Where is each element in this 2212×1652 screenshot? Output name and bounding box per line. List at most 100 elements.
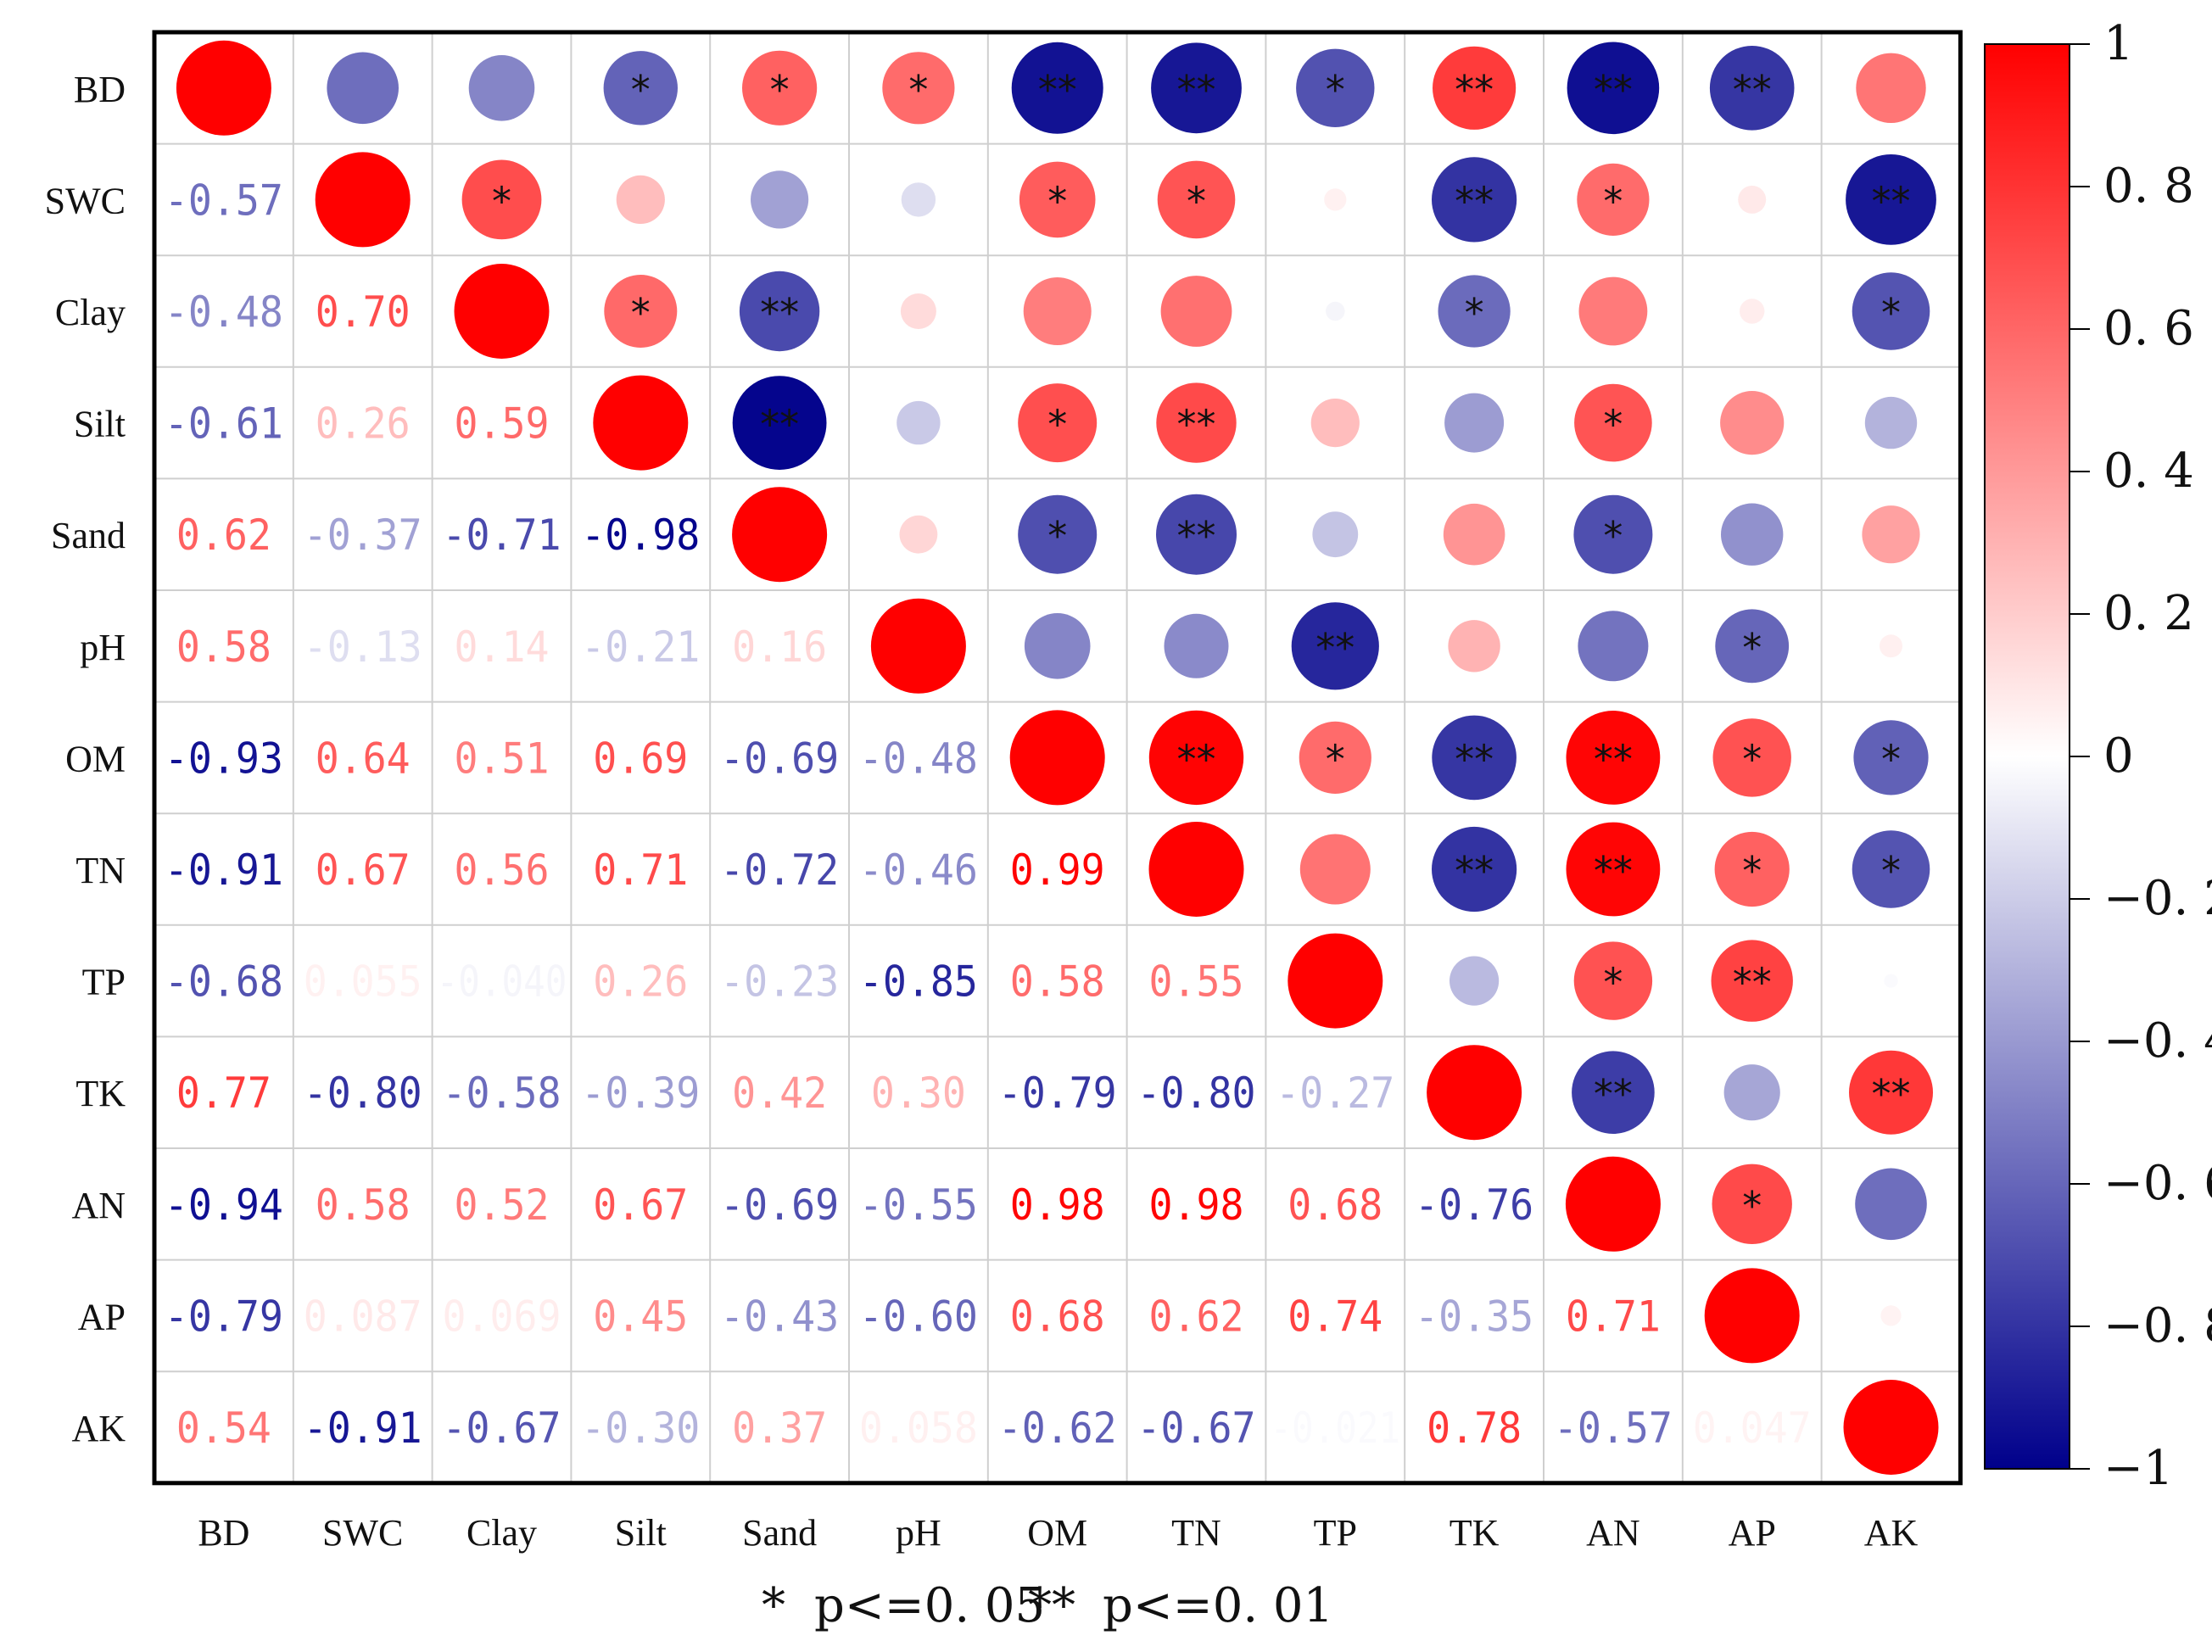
corr-circle-TN-AK: [1852, 830, 1930, 908]
corr-circle-TN-AP: [1714, 831, 1790, 907]
corr-value-OM-SWC: 0.64: [316, 734, 411, 783]
corr-circle-Silt-pH: [897, 400, 941, 445]
corr-value-pH-BD: 0.58: [176, 622, 271, 672]
corr-value-AP-SWC: 0.087: [304, 1292, 422, 1341]
row-label-AP: AP: [78, 1296, 126, 1337]
corr-value-AK-pH: 0.058: [859, 1404, 978, 1453]
corr-value-AK-TK: 0.78: [1427, 1404, 1522, 1453]
corr-value-AK-TN: -0.67: [1137, 1404, 1256, 1453]
corr-circle-Clay-Silt: [604, 275, 678, 348]
colorbar-tick-label: 0. 6: [2103, 301, 2194, 356]
corr-value-AN-TK: -0.76: [1415, 1180, 1533, 1230]
legend-p05-marker: *: [762, 1578, 785, 1633]
col-label-AP: AP: [1729, 1512, 1776, 1554]
corr-value-TP-Silt: 0.26: [593, 957, 688, 1007]
legend-p01-marker: **: [1028, 1578, 1075, 1633]
corr-circle-SWC-TN: [1157, 160, 1236, 239]
corr-circle-TK-AP: [1723, 1064, 1780, 1121]
corr-value-TK-BD: 0.77: [176, 1069, 271, 1118]
corr-value-AP-Sand: -0.43: [720, 1292, 839, 1341]
corr-value-AP-TK: -0.35: [1415, 1292, 1533, 1341]
corr-circle-Clay-AN: [1578, 276, 1648, 346]
corr-circle-Clay-AK: [1852, 272, 1930, 350]
corr-value-TK-Sand: 0.42: [732, 1069, 827, 1118]
significance-marker: **: [1594, 67, 1633, 113]
corr-circle-TP-AP: [1711, 940, 1793, 1022]
row-label-TN: TN: [75, 850, 126, 891]
corr-value-TK-pH: 0.30: [871, 1069, 966, 1118]
corr-circle-Clay-pH: [900, 293, 936, 329]
corr-circle-Silt-Sand: [732, 376, 827, 470]
significance-marker: *: [1326, 736, 1345, 782]
corr-circle-Sand-AK: [1862, 505, 1920, 564]
corr-value-TN-pH: -0.46: [859, 846, 978, 895]
corr-circle-TP-TK: [1450, 956, 1500, 1006]
col-label-OM: OM: [1027, 1512, 1087, 1554]
corr-circle-Sand-AP: [1721, 503, 1784, 566]
significance-marker: **: [1872, 1071, 1911, 1117]
corr-value-TP-pH: -0.85: [859, 957, 978, 1007]
colorbar-tick-label: 0. 2: [2103, 586, 2194, 641]
corr-circle-Silt-OM: [1018, 383, 1098, 463]
corr-value-OM-Clay: 0.51: [455, 734, 550, 783]
corr-circle-SWC-Sand: [751, 170, 809, 229]
col-label-TP: TP: [1314, 1512, 1357, 1554]
corr-circle-BD-Sand: [742, 50, 818, 126]
corr-value-TK-Silt: -0.39: [581, 1069, 700, 1118]
significance-marker: **: [1455, 736, 1494, 782]
corr-value-TP-SWC: 0.055: [304, 957, 422, 1007]
corr-circle-Sand-TK: [1443, 503, 1505, 566]
corr-circle-BD-AK: [1856, 53, 1926, 123]
corr-circle-OM-TK: [1432, 715, 1517, 801]
corr-circle-SWC-AN: [1577, 163, 1650, 236]
corr-circle-TK-AK: [1849, 1050, 1933, 1135]
significance-marker: **: [1455, 178, 1494, 224]
corr-value-TK-OM: -0.79: [998, 1069, 1117, 1118]
corr-circle-TN-TP: [1299, 834, 1371, 905]
corr-value-Clay-SWC: 0.70: [316, 287, 411, 337]
corr-circle-OM-AK: [1853, 720, 1929, 795]
row-label-BD: BD: [74, 69, 126, 110]
significance-marker: **: [760, 290, 799, 336]
corr-circle-SWC-AK: [1846, 154, 1936, 245]
corr-circle-TK-TK: [1427, 1045, 1522, 1141]
corr-value-TN-Sand: -0.72: [720, 846, 839, 895]
corr-value-AP-OM: 0.68: [1010, 1292, 1105, 1341]
corr-circle-Clay-Clay: [454, 264, 550, 359]
significance-marker: *: [1881, 290, 1901, 336]
corr-value-TK-SWC: -0.80: [304, 1069, 422, 1118]
corr-circle-BD-TN: [1151, 42, 1242, 134]
corr-value-AK-Clay: -0.67: [443, 1404, 561, 1453]
corr-circle-OM-TN: [1148, 710, 1244, 806]
corr-circle-AK-AK: [1843, 1380, 1939, 1475]
significance-marker: **: [1177, 67, 1216, 113]
col-label-Sand: Sand: [742, 1512, 817, 1554]
corr-circle-pH-AP: [1715, 609, 1790, 684]
corr-value-SWC-BD: -0.57: [165, 176, 283, 225]
significance-marker: **: [1872, 178, 1911, 224]
corr-circle-Silt-AK: [1864, 396, 1918, 449]
significance-marker: **: [1594, 848, 1633, 894]
corr-value-Silt-Clay: 0.59: [455, 399, 550, 449]
corr-circle-BD-BD: [176, 40, 271, 136]
row-label-pH: pH: [80, 627, 126, 668]
corr-circle-Sand-Sand: [732, 487, 828, 583]
significance-marker: *: [1742, 625, 1762, 671]
corr-value-OM-pH: -0.48: [859, 734, 978, 783]
corr-circle-pH-pH: [870, 598, 966, 694]
corr-value-Silt-BD: -0.61: [165, 399, 283, 449]
significance-marker: **: [1455, 848, 1494, 894]
corr-circle-Silt-TK: [1444, 393, 1505, 453]
corr-value-AK-OM: -0.62: [998, 1404, 1117, 1453]
row-label-Clay: Clay: [55, 292, 126, 333]
corr-value-Sand-BD: 0.62: [176, 511, 271, 560]
corr-value-OM-Silt: 0.69: [593, 734, 688, 783]
legend-p05-label: p<=0. 05: [814, 1578, 1045, 1633]
colorbar-tick-label: 0. 4: [2103, 444, 2194, 499]
colorbar-tick-label: −0. 8: [2103, 1298, 2212, 1353]
corr-circle-BD-TK: [1433, 46, 1517, 130]
significance-marker: **: [1038, 67, 1077, 113]
corr-value-Silt-SWC: 0.26: [316, 399, 411, 449]
corr-value-pH-Sand: 0.16: [732, 622, 827, 672]
corr-circle-BD-Silt: [603, 51, 678, 126]
